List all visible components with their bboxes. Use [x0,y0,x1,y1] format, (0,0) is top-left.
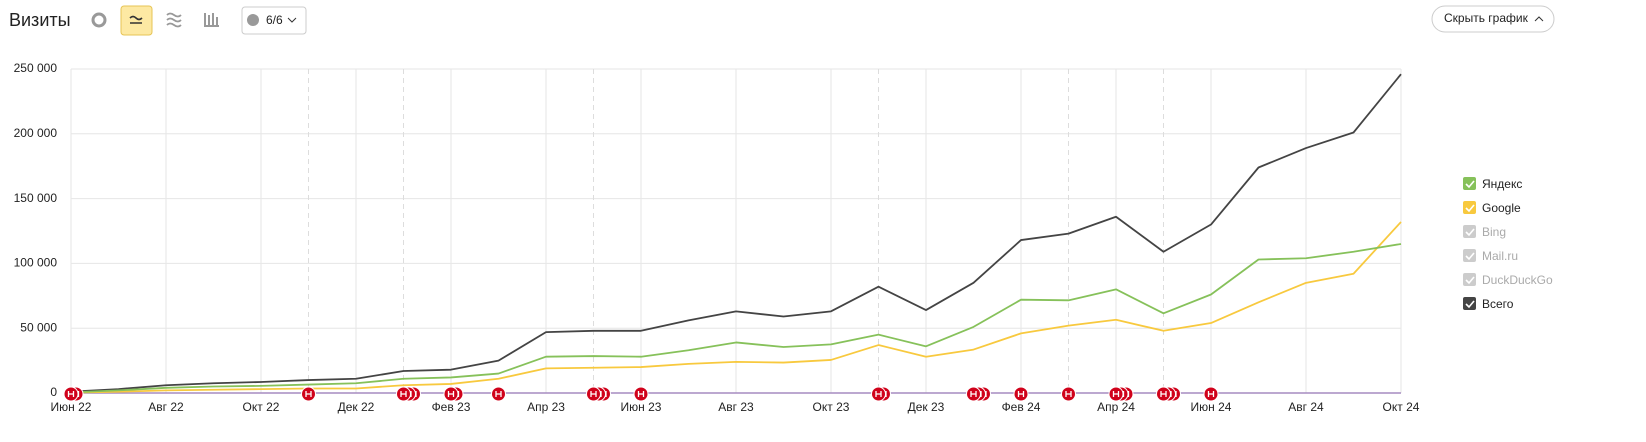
x-tick-label: Авг 24 [1288,400,1324,414]
y-tick-label: 100 000 [14,256,58,270]
legend-checkbox [1463,177,1476,190]
note-marker[interactable] [1061,386,1076,402]
x-tick-label: Авг 23 [718,400,754,414]
note-glyph [1112,391,1120,397]
y-tick-label: 200 000 [14,126,58,140]
note-glyph [1207,391,1215,397]
legend-checkbox [1463,297,1476,310]
x-tick-label: Дек 22 [338,400,375,414]
hide-chart-label: Скрыть график [1444,11,1529,25]
x-tick-label: Апр 24 [1097,400,1135,414]
note-marker[interactable] [443,386,459,402]
note-glyph [637,391,645,397]
note-marker[interactable] [1013,386,1029,402]
legend-label: Яндекс [1482,177,1522,191]
legend-check [1465,180,1475,189]
legend-label: DuckDuckGo [1482,273,1553,287]
legend-item[interactable]: Google [1463,201,1521,215]
notes-button[interactable]: 6/6 [241,6,307,35]
chart-area-toggle[interactable] [166,12,182,28]
chart-bar-toggle[interactable] [204,13,219,27]
notes-count: 6/6 [266,13,283,27]
series-line [70,221,1402,394]
legend-check [1465,252,1475,261]
y-tick-label: 250 000 [14,61,58,75]
note-marker[interactable] [1108,386,1124,402]
note-glyph [447,391,455,397]
note-marker[interactable] [1203,386,1219,402]
legend-checkbox [1463,249,1476,262]
y-tick-label: 150 000 [14,191,58,205]
x-tick-label: Дек 23 [908,400,945,414]
legend-check [1465,204,1475,213]
x-tick-label: Окт 24 [1383,400,1420,414]
note-glyph [970,391,977,397]
y-tick-label: 0 [50,385,57,399]
x-tick-label: Фев 24 [1002,400,1041,414]
note-marker[interactable] [633,386,649,402]
x-tick-label: Июн 23 [621,400,662,414]
legend-check [1465,228,1475,237]
legend-item[interactable]: Bing [1463,225,1506,239]
note-marker[interactable] [396,386,411,402]
note-glyph [1160,391,1167,397]
x-tick-label: Авг 22 [148,400,184,414]
series-line [70,73,1402,393]
x-tick-label: Окт 22 [243,400,280,414]
note-glyph [67,391,75,397]
note-glyph [400,391,407,397]
note-glyph [1065,391,1072,397]
legend-item[interactable]: Mail.ru [1463,249,1518,263]
note-marker[interactable] [301,386,316,402]
x-tick-label: Апр 23 [527,400,565,414]
legend-label: Всего [1482,297,1514,311]
note-marker[interactable] [871,386,886,402]
legend-label: Google [1482,201,1521,215]
chart-line-toggle[interactable] [120,5,153,36]
note-marker[interactable] [491,386,506,402]
x-tick-label: Окт 23 [813,400,850,414]
page-title: Визиты [9,10,71,30]
series-line [70,243,1402,394]
note-marker[interactable] [966,386,981,402]
note-glyph [590,391,597,397]
legend-check [1465,276,1475,285]
legend-item[interactable]: Яндекс [1463,177,1522,191]
hide-chart-button[interactable]: Скрыть график [1431,5,1555,33]
legend-check [1465,300,1475,309]
legend-item[interactable]: Всего [1463,297,1514,311]
legend-checkbox [1463,273,1476,286]
legend-checkbox [1463,225,1476,238]
x-tick-label: Июн 22 [51,400,92,414]
y-tick-label: 50 000 [20,320,57,334]
chart-pie-toggle[interactable] [91,12,107,28]
note-glyph [875,391,882,397]
x-tick-label: Фев 23 [432,400,471,414]
note-glyph [495,391,502,397]
legend-label: Mail.ru [1482,249,1518,263]
note-glyph [305,391,312,397]
x-tick-label: Июн 24 [1191,400,1232,414]
note-marker[interactable] [586,386,601,402]
legend-checkbox [1463,201,1476,214]
legend-item[interactable]: DuckDuckGo [1463,273,1553,287]
note-marker[interactable] [63,386,79,402]
legend-label: Bing [1482,225,1506,239]
note-glyph [1017,391,1025,397]
note-marker[interactable] [1156,386,1171,402]
